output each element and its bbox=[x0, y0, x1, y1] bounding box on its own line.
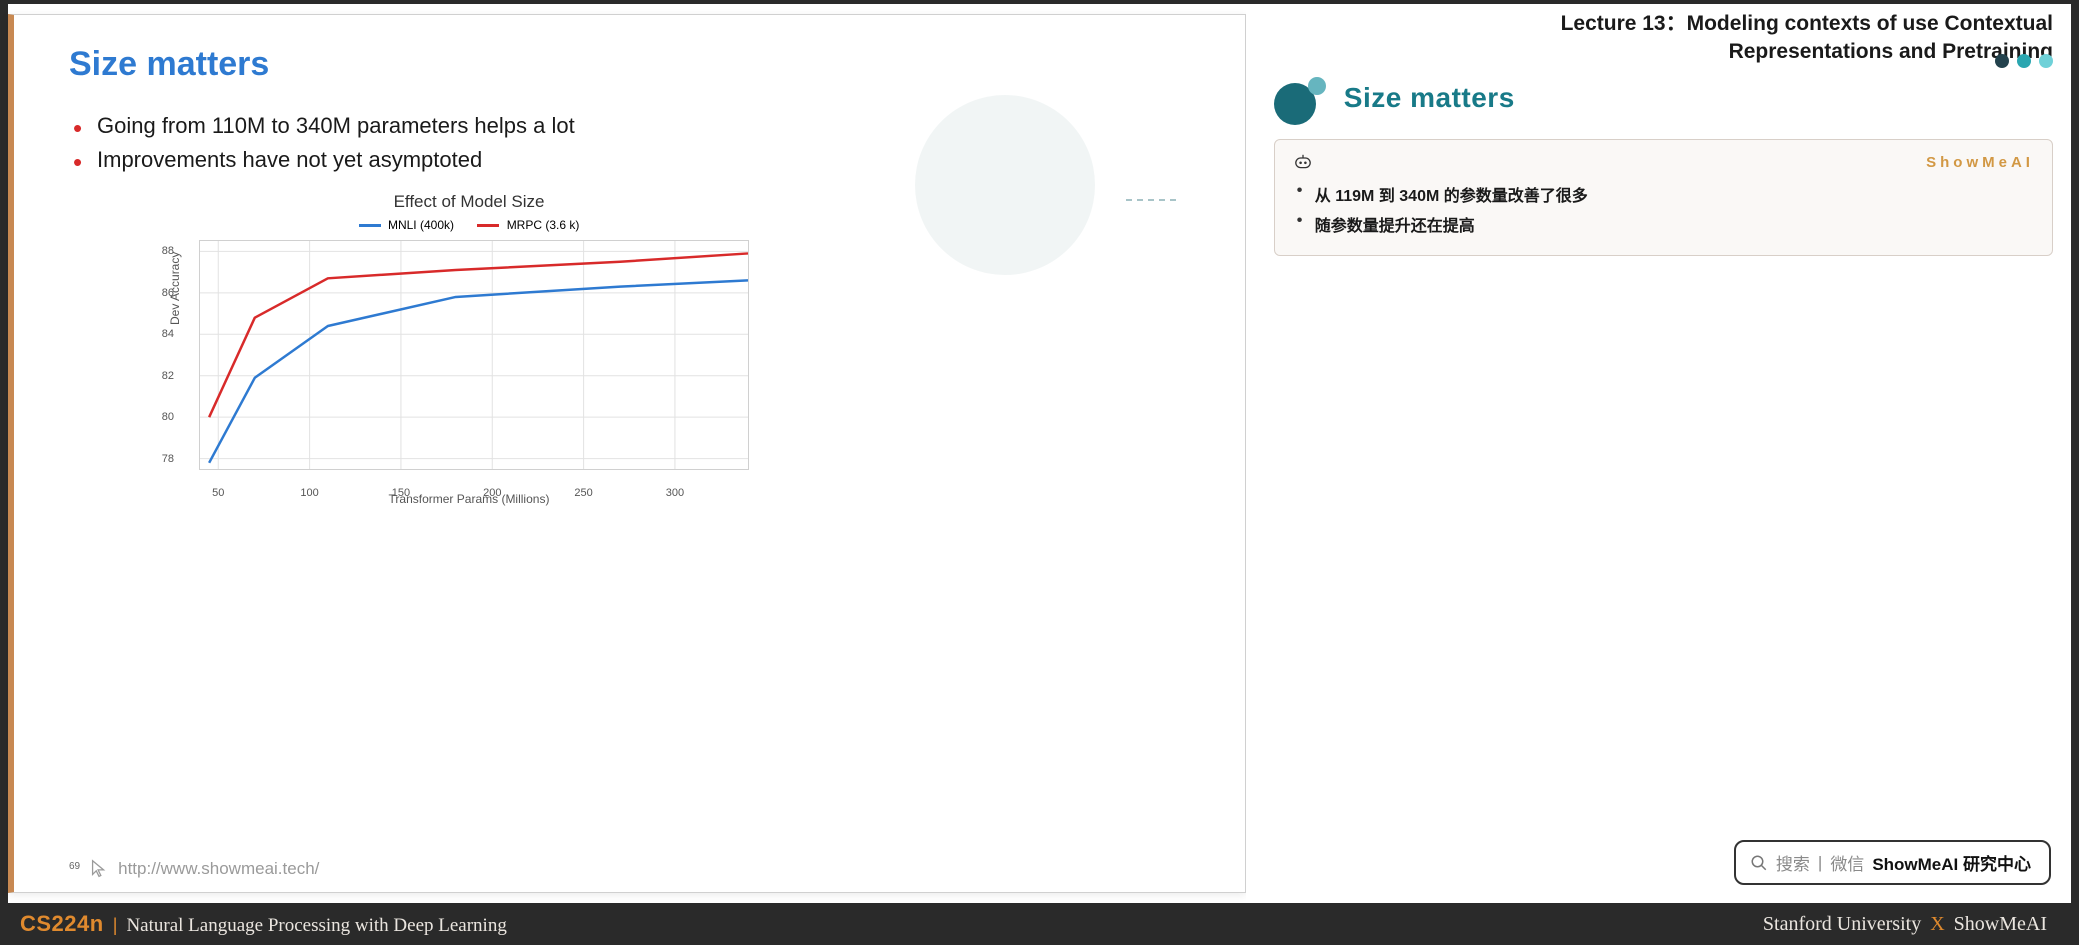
main-area: Size matters Going from 110M to 340M par… bbox=[0, 0, 2079, 903]
legend-item: MRPC (3.6 k) bbox=[477, 218, 579, 232]
search-bold: ShowMeAI 研究中心 bbox=[1872, 850, 2031, 875]
search-text: 搜索 bbox=[1776, 850, 1810, 875]
search-pill[interactable]: 搜索 | 微信 ShowMeAI 研究中心 bbox=[1734, 840, 2051, 885]
note-head: ShowMeAI bbox=[1293, 154, 2034, 171]
dot-icon bbox=[1995, 54, 2009, 68]
search-text: 微信 bbox=[1830, 850, 1864, 875]
slide-panel: Size matters Going from 110M to 340M par… bbox=[8, 14, 1246, 893]
note-card: ShowMeAI 从 119M 到 340M 的参数量改善了很多 随参数量提升还… bbox=[1274, 139, 2053, 256]
legend-swatch bbox=[477, 224, 499, 227]
note-bullet-item: 从 119M 到 340M 的参数量改善了很多 bbox=[1293, 179, 2034, 209]
chart-container: Effect of Model Size MNLI (400k) MRPC (3… bbox=[179, 192, 759, 506]
legend-item: MNLI (400k) bbox=[359, 218, 458, 232]
robot-icon bbox=[1293, 154, 1313, 170]
university-label: Stanford University bbox=[1763, 913, 1921, 935]
right-panel: Lecture 13：Modeling contexts of use Cont… bbox=[1246, 4, 2071, 903]
slide-footer: 69 http://www.showmeai.tech/ bbox=[69, 858, 319, 880]
bottom-bar: CS224n | Natural Language Processing wit… bbox=[0, 903, 2079, 945]
chart-legend: MNLI (400k) MRPC (3.6 k) bbox=[179, 218, 759, 232]
footer-url: http://www.showmeai.tech/ bbox=[118, 859, 319, 879]
dot-icon bbox=[2017, 54, 2031, 68]
cursor-icon bbox=[88, 858, 110, 880]
bullet-item: Going from 110M to 340M parameters helps… bbox=[69, 109, 1205, 143]
search-sep: | bbox=[1818, 853, 1822, 873]
lecture-header: Lecture 13：Modeling contexts of use Cont… bbox=[1274, 10, 2053, 67]
annotation-title: Size matters bbox=[1344, 82, 1515, 114]
decorative-dots bbox=[1995, 54, 2053, 68]
bullet-item: Improvements have not yet asymptoted bbox=[69, 143, 1205, 177]
search-icon bbox=[1750, 854, 1768, 872]
dot-icon bbox=[2039, 54, 2053, 68]
x-separator: X bbox=[1930, 913, 1944, 935]
brand-label: ShowMeAI bbox=[1926, 154, 2034, 171]
chart-title: Effect of Model Size bbox=[179, 192, 759, 212]
circle-icon bbox=[1308, 77, 1326, 95]
note-bullets: 从 119M 到 340M 的参数量改善了很多 随参数量提升还在提高 bbox=[1293, 179, 2034, 239]
decorative-circles bbox=[1274, 75, 1334, 121]
connector-line bbox=[1126, 199, 1176, 201]
org-label: ShowMeAI bbox=[1954, 913, 2047, 935]
slide-bullets: Going from 110M to 340M parameters helps… bbox=[69, 109, 1205, 177]
note-bullet-item: 随参数量提升还在提高 bbox=[1293, 209, 2034, 239]
lecture-header-line: Lecture 13：Modeling contexts of use Cont… bbox=[1561, 12, 2053, 35]
course-name: Natural Language Processing with Deep Le… bbox=[126, 915, 506, 936]
bottom-right: Stanford University X ShowMeAI bbox=[1763, 913, 2047, 936]
legend-swatch bbox=[359, 224, 381, 227]
legend-label: MNLI (400k) bbox=[388, 218, 454, 232]
page-number: 69 bbox=[69, 861, 80, 872]
legend-label: MRPC (3.6 k) bbox=[507, 218, 580, 232]
chart-plot: Dev Accuracy 788082848688 50100150200250… bbox=[199, 240, 749, 470]
slide-title: Size matters bbox=[69, 45, 1205, 84]
chart-svg bbox=[200, 241, 748, 469]
bottom-left: CS224n | Natural Language Processing wit… bbox=[20, 911, 507, 937]
annotation-title-row: Size matters bbox=[1274, 75, 2053, 121]
pipe-sep: | bbox=[113, 915, 118, 935]
course-code: CS224n bbox=[20, 911, 104, 936]
